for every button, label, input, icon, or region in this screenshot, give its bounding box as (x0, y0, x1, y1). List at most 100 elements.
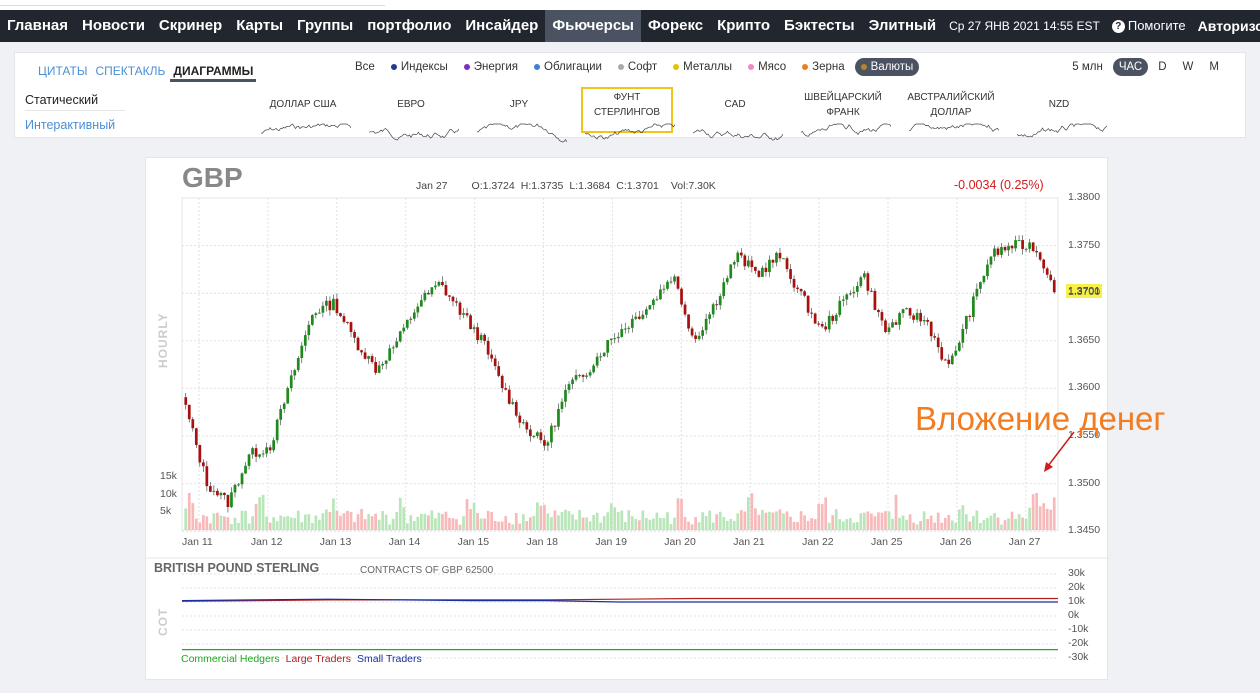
candle-body (627, 327, 631, 329)
panel-tab[interactable]: ДИАГРАММЫ (170, 60, 257, 82)
view-interactive[interactable]: Интерактивный (25, 118, 116, 132)
question-icon: ? (1111, 19, 1125, 33)
candle-body (634, 316, 638, 319)
nav-item[interactable]: Бэктесты (784, 17, 855, 34)
volume-bar (300, 522, 304, 530)
volume-bar (929, 515, 933, 530)
nav-item[interactable]: портфолио (367, 17, 452, 34)
candle-body (655, 299, 659, 301)
candle-body (947, 359, 951, 365)
currency-thumb[interactable]: ШВЕЙЦАРСКИЙ ФРАНК (793, 87, 893, 147)
period-button[interactable]: 5 млн (1072, 61, 1103, 73)
currency-thumb[interactable]: JPY (469, 87, 569, 147)
currency-thumb[interactable]: NZD (1009, 87, 1109, 147)
volume-bar (891, 518, 894, 530)
ohlc-date: Jan 27 (416, 180, 448, 192)
nav-item[interactable]: Карты (236, 17, 284, 34)
candle-body (820, 323, 824, 327)
volume-bar (469, 509, 472, 530)
volume-bar (884, 511, 887, 530)
volume-bar (472, 502, 476, 530)
volume-bar (275, 521, 279, 530)
volume-bar (905, 519, 908, 530)
candle-body (342, 316, 346, 322)
volume-bar (908, 514, 912, 530)
panel-tab[interactable]: СПЕКТАКЛЬ (95, 64, 166, 78)
filter-chip[interactable]: Зерна (796, 58, 850, 76)
filter-chip[interactable]: Металлы (667, 58, 738, 76)
filter-chip[interactable]: Софт (612, 58, 663, 76)
price-tick-label: 1.3500 (1068, 476, 1101, 489)
nav-item[interactable]: Группы (297, 17, 354, 34)
volume-bar (349, 511, 353, 530)
view-static[interactable]: Статический (25, 89, 125, 111)
volume-bar (574, 519, 578, 530)
filter-chip[interactable]: Энергия (458, 58, 524, 76)
filter-chip[interactable]: Мясо (742, 58, 792, 76)
volume-bar (1049, 509, 1053, 530)
candle-body (827, 315, 831, 330)
candle-body (546, 442, 550, 446)
period-button[interactable]: ЧАС (1112, 58, 1149, 76)
filter-chip[interactable]: Все (349, 58, 381, 76)
volume-bar (986, 517, 989, 530)
filter-chip[interactable]: Индексы (385, 58, 454, 76)
volume-bar (550, 517, 553, 530)
candle-body (419, 300, 423, 307)
login-link[interactable]: Авторизова (1197, 18, 1260, 34)
volume-bar (374, 513, 377, 530)
candle-body (697, 335, 701, 339)
nav-item[interactable]: Фьючерсы (545, 10, 641, 42)
filter-chip[interactable]: Валюты (854, 58, 920, 76)
candle-body (437, 281, 441, 286)
sparkline-path (261, 123, 351, 134)
nav-item[interactable]: Скринер (158, 17, 223, 34)
candle-body (659, 289, 662, 300)
cot-tick-label: -10k (1068, 623, 1089, 635)
help-link[interactable]: ? Помогите (1106, 10, 1192, 42)
candle-body (251, 448, 254, 455)
candle-body (184, 397, 188, 405)
candle-body (310, 315, 314, 325)
filter-chip[interactable]: Облигации (528, 58, 608, 76)
candle-body (746, 260, 750, 267)
volume-bar (972, 516, 975, 530)
date-tick-label: Jan 12 (250, 536, 283, 548)
cot-tick-label: 0k (1068, 609, 1080, 621)
volume-bar (223, 516, 226, 530)
currency-thumb[interactable]: ДОЛЛАР США (253, 87, 353, 147)
currency-thumb[interactable]: ФУНТ СТЕРЛИНГОВ (577, 87, 677, 147)
period-button[interactable]: W (1182, 61, 1194, 73)
cot-subtitle: CONTRACTS OF GBP 62500 (360, 565, 494, 576)
candle-body (335, 298, 339, 314)
cot-series-line (181, 598, 1058, 603)
thumb-label-line1: JPY (509, 99, 529, 110)
period-button[interactable]: D (1158, 61, 1167, 73)
volume-bar (402, 507, 406, 530)
volume-bar (303, 514, 307, 530)
volume-bar (690, 524, 694, 530)
candle-body (212, 490, 216, 492)
volume-bar (314, 515, 318, 530)
candle-body (905, 308, 908, 310)
volume-bar (578, 510, 581, 530)
currency-thumb[interactable]: АВСТРАЛИЙСКИЙ ДОЛЛАР (901, 87, 1001, 147)
cot-tick-label: -30k (1068, 651, 1089, 663)
chart-canvas[interactable] (146, 158, 1109, 681)
volume-bar (500, 521, 504, 530)
period-button[interactable]: M (1209, 61, 1219, 73)
currency-thumb[interactable]: CAD (685, 87, 785, 147)
volume-bar (613, 507, 617, 530)
nav-item[interactable]: Форекс (647, 17, 704, 34)
volume-bar (444, 511, 448, 530)
currency-thumb[interactable]: ЕВРО (361, 87, 461, 147)
candle-body (711, 304, 715, 315)
panel-tab[interactable]: ЦИТАТЫ (38, 64, 88, 78)
nav-item[interactable]: Элитный (868, 17, 937, 34)
candle-body (732, 262, 736, 265)
nav-item[interactable]: Новости (82, 17, 145, 34)
nav-item[interactable]: Крипто (717, 17, 771, 34)
volume-bar (817, 504, 821, 530)
nav-item[interactable]: Инсайдер (465, 17, 539, 34)
nav-item[interactable]: Главная (7, 17, 69, 34)
